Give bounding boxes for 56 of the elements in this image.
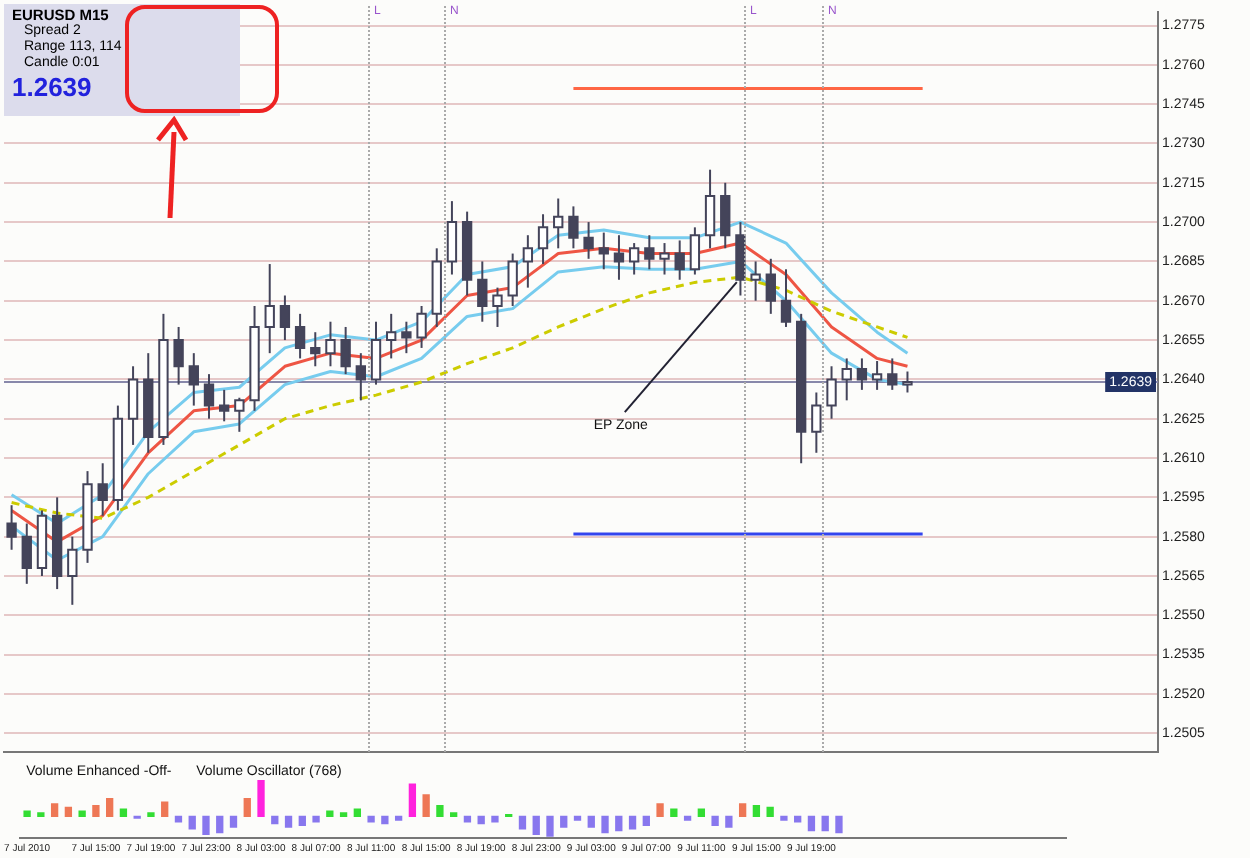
bar [642,815,650,826]
bar [752,805,761,818]
bar [92,805,100,818]
bar [367,815,375,823]
bar [216,815,224,834]
bar [821,815,829,832]
bar [436,805,444,818]
bar [628,815,637,830]
bar [50,803,59,818]
bar [560,815,568,828]
bar [546,815,554,837]
bar [147,812,155,818]
bar [573,815,582,821]
bar [780,815,788,821]
bar [119,808,128,818]
bar [477,815,485,825]
bar [298,815,306,826]
bar [23,810,31,818]
bar [339,812,348,818]
bar [683,815,692,821]
bar [422,794,430,818]
bar [670,808,678,818]
bar [106,797,114,818]
bar [518,815,527,830]
bar [711,815,719,826]
bar [587,815,595,828]
bar [312,815,320,823]
bar [835,815,843,834]
bar [807,815,816,832]
bar [161,801,169,818]
bar [381,815,389,825]
bar [738,803,747,818]
bar [202,815,210,835]
bar [697,808,706,818]
bar [78,810,86,818]
bar [656,803,664,818]
bar [257,780,265,818]
bar [353,808,362,818]
bar [766,806,774,818]
bar [64,806,73,818]
bar [491,815,499,823]
bar [284,815,293,828]
bar [615,815,623,832]
bar [394,815,403,821]
bar [243,797,251,818]
bar [326,810,334,818]
annotation: 1.2639 [12,72,94,104]
bar [37,812,45,818]
bar [725,815,733,828]
bar [408,783,417,818]
bar [271,815,279,825]
bar [532,815,540,835]
bar [188,815,196,830]
bar [450,812,458,818]
bar [601,815,609,834]
bar [229,815,238,828]
